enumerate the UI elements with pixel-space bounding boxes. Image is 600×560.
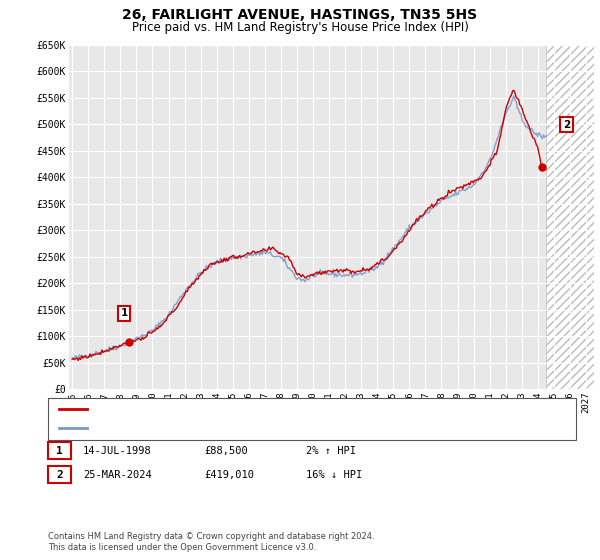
Text: 2: 2 <box>563 120 571 130</box>
Text: 25-MAR-2024: 25-MAR-2024 <box>83 470 152 480</box>
Text: 26, FAIRLIGHT AVENUE, HASTINGS, TN35 5HS: 26, FAIRLIGHT AVENUE, HASTINGS, TN35 5HS <box>122 8 478 22</box>
Text: 1: 1 <box>56 446 63 456</box>
Text: Price paid vs. HM Land Registry's House Price Index (HPI): Price paid vs. HM Land Registry's House … <box>131 21 469 34</box>
Text: Contains HM Land Registry data © Crown copyright and database right 2024.
This d: Contains HM Land Registry data © Crown c… <box>48 532 374 552</box>
Text: £88,500: £88,500 <box>204 446 248 456</box>
Text: 2: 2 <box>56 470 63 480</box>
Text: 14-JUL-1998: 14-JUL-1998 <box>83 446 152 456</box>
Text: 26, FAIRLIGHT AVENUE, HASTINGS, TN35 5HS (detached house): 26, FAIRLIGHT AVENUE, HASTINGS, TN35 5HS… <box>91 404 426 414</box>
Text: HPI: Average price, detached house, Hastings: HPI: Average price, detached house, Hast… <box>91 423 350 433</box>
Text: 2% ↑ HPI: 2% ↑ HPI <box>306 446 356 456</box>
Text: £419,010: £419,010 <box>204 470 254 480</box>
Text: 16% ↓ HPI: 16% ↓ HPI <box>306 470 362 480</box>
Text: 1: 1 <box>121 308 128 318</box>
